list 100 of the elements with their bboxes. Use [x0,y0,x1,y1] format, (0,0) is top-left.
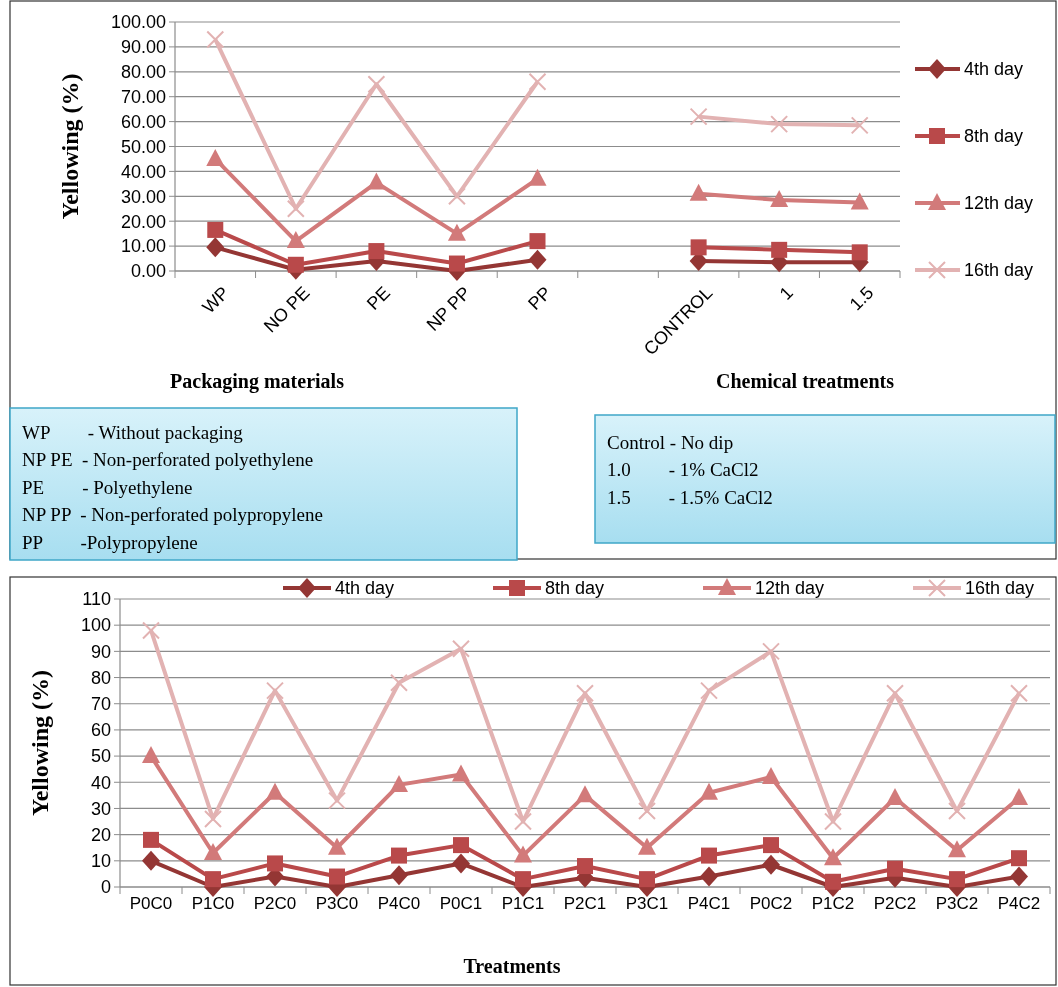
legend-label: 12th day [964,193,1034,214]
legend-label: 4th day [964,59,1024,80]
point [1010,684,1028,703]
point [204,809,222,828]
x-tick-label: NP PP [422,282,475,335]
point [529,233,546,250]
y-tick-label: 100.00 [110,12,166,33]
text: WP - Without packaging NP PE - Non-perforated polyethylene PE - Polyethylene NP PP - Non-perforated polypropylene PP -Polypropylene [22,421,323,553]
point [207,221,224,238]
point [328,837,346,855]
point [824,848,842,866]
y-tick-label: 110 [82,589,111,610]
x-tick-label: NO PE [259,282,314,337]
point [1010,787,1028,805]
point [701,847,717,864]
x-tick-label: P1C1 [501,894,545,913]
point [763,837,779,854]
point [205,871,221,888]
legend-label: 16th day [965,578,1035,599]
point [515,871,531,888]
point [367,172,386,190]
point [887,860,903,877]
point [447,223,466,241]
point [266,681,284,700]
y-tick-label: 10.00 [120,236,166,257]
point [453,837,469,854]
point [770,190,789,208]
x-tick-label: PP [524,282,556,314]
point [390,774,408,792]
y-tick-label: 90 [90,641,111,662]
x-tick-label: P0C2 [749,894,793,913]
x-tick-label: 1 [775,282,797,304]
point [452,764,470,782]
point [390,865,408,886]
point [206,30,225,49]
y-tick-label: 50 [90,746,111,767]
point [690,239,707,256]
point [267,855,283,872]
legend-label: 8th day [964,126,1024,147]
y-tick-label: 0 [100,877,111,898]
point [771,241,788,258]
x-axis-title: Packaging materials [170,370,345,393]
point [142,621,160,640]
point [700,782,718,800]
legend-label: 8th day [545,578,605,599]
x-tick-label: P3C1 [625,894,669,913]
point [143,831,159,848]
y-tick-label: 0.00 [130,261,166,282]
point [286,199,305,218]
y-tick-label: 80.00 [120,62,166,83]
x-tick-label: P3C2 [935,894,979,913]
y-tick-label: 10 [90,851,111,872]
x-tick-label: P4C1 [687,894,731,913]
point [329,868,345,885]
y-tick-label: 20 [90,824,111,845]
legend-label: 16th day [964,260,1034,281]
x-tick-label: P4C0 [377,894,421,913]
x-tick-label: 1.5 [845,282,878,315]
x-tick-label: P2C1 [563,894,607,913]
point [825,873,841,890]
point [528,249,547,270]
point [206,148,225,166]
point [689,183,708,201]
y-tick-label: 30 [90,798,111,819]
y-tick-label: 60.00 [120,111,166,132]
x-tick-label: P1C2 [811,894,855,913]
point [886,787,904,805]
point [824,812,842,831]
point [514,812,532,831]
point [639,871,655,888]
x-axis-title: Treatments [463,955,561,977]
point [886,684,904,703]
x-tick-label: P1C0 [191,894,235,913]
point [770,115,789,134]
point [689,107,708,126]
point [1011,850,1027,867]
point [452,853,470,874]
point [850,116,869,135]
point [204,842,222,860]
point [700,866,718,887]
point [390,673,408,692]
y-axis-title: Yellowing (%) [27,670,54,816]
x-tick-label: P2C0 [253,894,297,913]
point [142,746,160,764]
point [762,767,780,785]
point [638,837,656,855]
x-tick-label: P3C0 [315,894,359,913]
x-tick-label: WP [198,282,234,318]
x-tick-label: P0C1 [439,894,483,913]
point [266,782,284,800]
point [949,871,965,888]
y-tick-label: 100 [80,615,111,636]
point [577,858,593,875]
x-tick-label: PE [363,282,395,314]
point [1010,866,1028,887]
x-tick-label: P4C2 [997,894,1041,913]
x-tick-label: P2C2 [873,894,917,913]
point [286,231,305,249]
point [528,72,547,91]
point [142,850,160,871]
